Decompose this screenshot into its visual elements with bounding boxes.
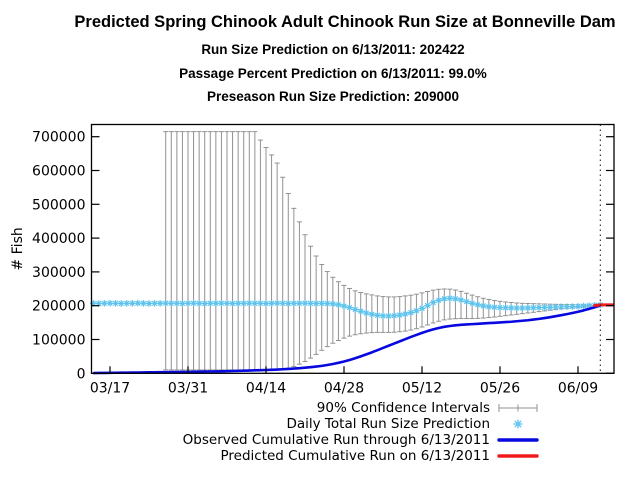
- subtitle-preseason: Preseason Run Size Prediction: 209000: [206, 89, 460, 104]
- y-tick-label: 100000: [32, 333, 85, 349]
- observed-line-icon: [497, 434, 539, 446]
- daily-prediction-stars: [89, 294, 604, 320]
- x-tick-label: 04/28: [324, 380, 364, 396]
- legend-item-daily-prediction: Daily Total Run Size Prediction: [0, 416, 539, 432]
- x-tick-label: 04/14: [246, 380, 286, 396]
- legend-label: Predicted Cumulative Run on 6/13/2011: [220, 448, 490, 464]
- y-tick-label: 600000: [32, 164, 85, 180]
- y-tick-label: 0: [77, 366, 86, 382]
- subtitle-passage-percent: Passage Percent Prediction on 6/13/2011:…: [179, 66, 487, 81]
- legend-item-confidence-intervals: 90% Confidence Intervals: [0, 400, 539, 416]
- y-tick-label: 700000: [32, 130, 85, 146]
- legend-label: Observed Cumulative Run through 6/13/201…: [182, 432, 490, 448]
- legend-item-predicted-cumulative: Predicted Cumulative Run on 6/13/2011: [0, 448, 539, 464]
- y-tick-label: 200000: [32, 299, 85, 315]
- axes: 0 100000 200000 300000 400000 500000 600000 700…: [32, 123, 615, 396]
- y-tick-label: 500000: [32, 197, 85, 213]
- legend-label: Daily Total Run Size Prediction: [286, 416, 490, 432]
- star-marker-icon: [497, 418, 539, 430]
- observed-cumulative-line: [93, 304, 601, 375]
- x-tick-label: 05/12: [402, 380, 442, 396]
- x-tick-label: 03/31: [168, 380, 208, 396]
- predicted-line-icon: [497, 450, 539, 462]
- chart-legend: 90% Confidence Intervals Daily Total Run…: [0, 400, 539, 464]
- y-tick-label: 300000: [32, 265, 85, 281]
- page-title: Predicted Spring Chinook Adult Chinook R…: [74, 13, 616, 31]
- x-tick-label: 03/17: [90, 380, 130, 396]
- x-tick-label: 05/26: [480, 380, 520, 396]
- error-bar-icon: [497, 402, 539, 414]
- legend-item-observed-cumulative: Observed Cumulative Run through 6/13/201…: [0, 432, 539, 448]
- y-tick-label: 400000: [32, 231, 85, 247]
- subtitle-run-size: Run Size Prediction on 6/13/2011: 202422: [201, 42, 465, 57]
- legend-label: 90% Confidence Intervals: [316, 400, 490, 416]
- y-axis-label: # Fish: [10, 227, 26, 270]
- x-tick-label: 06/09: [558, 380, 598, 396]
- ci-error-bars: [163, 131, 592, 371]
